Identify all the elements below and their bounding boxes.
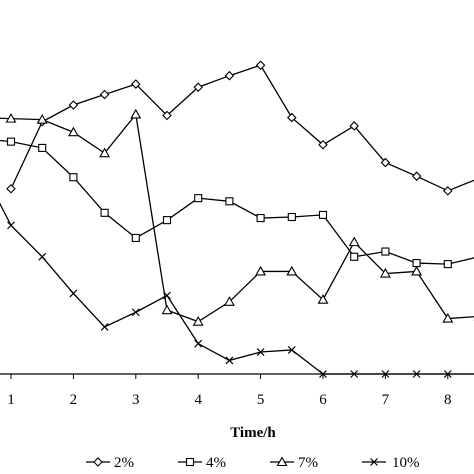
triangle-marker xyxy=(442,312,454,323)
square-marker xyxy=(185,457,195,467)
triangle-marker xyxy=(99,147,111,158)
series-line xyxy=(10,64,474,192)
series-line xyxy=(0,139,474,265)
triangle-marker xyxy=(161,304,173,315)
x-tick-label: 3 xyxy=(132,392,140,408)
square-marker xyxy=(69,173,78,182)
triangle-marker xyxy=(348,236,360,247)
x-tick-label: 6 xyxy=(319,392,327,408)
legend-item: 2% xyxy=(86,455,134,471)
x-tick-label: 8 xyxy=(444,392,452,408)
triangle-marker xyxy=(255,265,267,276)
triangle-marker xyxy=(67,126,79,137)
square-marker xyxy=(412,259,421,268)
square-marker xyxy=(194,194,203,203)
diamond-marker xyxy=(99,89,110,100)
legend-item: 4% xyxy=(178,455,226,471)
legend-label: 2% xyxy=(114,455,134,471)
diamond-marker xyxy=(287,112,297,123)
legend-label: 4% xyxy=(206,455,226,471)
x-marker xyxy=(225,356,234,365)
x-tick-label: 4 xyxy=(194,392,202,408)
x-tick-label: 5 xyxy=(257,392,265,408)
diamond-marker xyxy=(224,70,235,81)
series-line xyxy=(0,202,474,375)
diamond-marker xyxy=(255,60,266,71)
legend-item: 10% xyxy=(362,455,420,471)
diamond-marker xyxy=(6,183,16,194)
diamond-marker xyxy=(93,457,103,467)
square-marker xyxy=(162,216,172,225)
x-marker xyxy=(319,370,327,378)
diamond-marker xyxy=(68,100,79,110)
triangle-marker xyxy=(411,265,423,276)
triangle-marker xyxy=(36,114,48,124)
triangle-marker xyxy=(192,316,204,326)
series-layer xyxy=(0,60,474,378)
x-marker xyxy=(381,370,390,378)
x-tick-label: 2 xyxy=(70,392,78,408)
square-marker xyxy=(350,252,359,261)
diamond-marker xyxy=(162,110,172,121)
x-marker xyxy=(412,370,421,378)
triangle-marker xyxy=(130,108,142,119)
x-marker xyxy=(100,322,109,331)
diamond-marker xyxy=(411,171,422,181)
square-marker xyxy=(6,137,16,146)
x-marker xyxy=(370,458,378,466)
triangle-marker xyxy=(286,265,298,276)
square-marker xyxy=(100,208,109,217)
diamond-marker xyxy=(380,157,391,168)
diamond-marker xyxy=(131,79,141,89)
series-7% xyxy=(0,108,474,326)
square-marker xyxy=(287,212,296,222)
triangle-marker xyxy=(317,294,329,304)
triangle-marker xyxy=(379,267,391,278)
diamond-marker xyxy=(349,121,359,131)
x-marker xyxy=(194,339,203,348)
x-axis: 1 2 3 4 5 6 7 8 xyxy=(0,373,474,408)
square-marker xyxy=(131,233,140,242)
diamond-marker xyxy=(318,140,328,150)
x-axis-title: Time/h xyxy=(230,425,276,441)
series-4% xyxy=(0,137,474,269)
square-marker xyxy=(443,260,452,269)
square-marker xyxy=(256,213,265,223)
diamond-marker xyxy=(193,82,203,92)
square-marker xyxy=(225,197,234,206)
x-marker xyxy=(7,221,15,230)
x-marker xyxy=(287,346,296,354)
legend: 2% 4% 7% 10% xyxy=(86,455,420,471)
x-marker xyxy=(69,289,78,298)
triangle-marker xyxy=(223,296,235,306)
square-marker xyxy=(38,143,47,152)
x-marker xyxy=(350,370,359,378)
legend-label: 7% xyxy=(298,455,318,471)
x-marker xyxy=(256,348,265,356)
x-tick-label: 1 xyxy=(7,392,15,408)
square-marker xyxy=(381,247,390,256)
legend-label: 10% xyxy=(392,455,420,471)
x-marker xyxy=(163,291,171,300)
x-marker xyxy=(131,308,140,317)
legend-item: 7% xyxy=(270,455,318,471)
x-tick-label: 7 xyxy=(382,392,390,408)
diamond-marker xyxy=(443,186,453,196)
x-marker xyxy=(443,370,452,378)
triangle-marker xyxy=(276,456,288,467)
series-10% xyxy=(0,202,474,378)
triangle-marker xyxy=(5,112,17,123)
square-marker xyxy=(318,210,328,219)
x-marker xyxy=(38,252,47,261)
